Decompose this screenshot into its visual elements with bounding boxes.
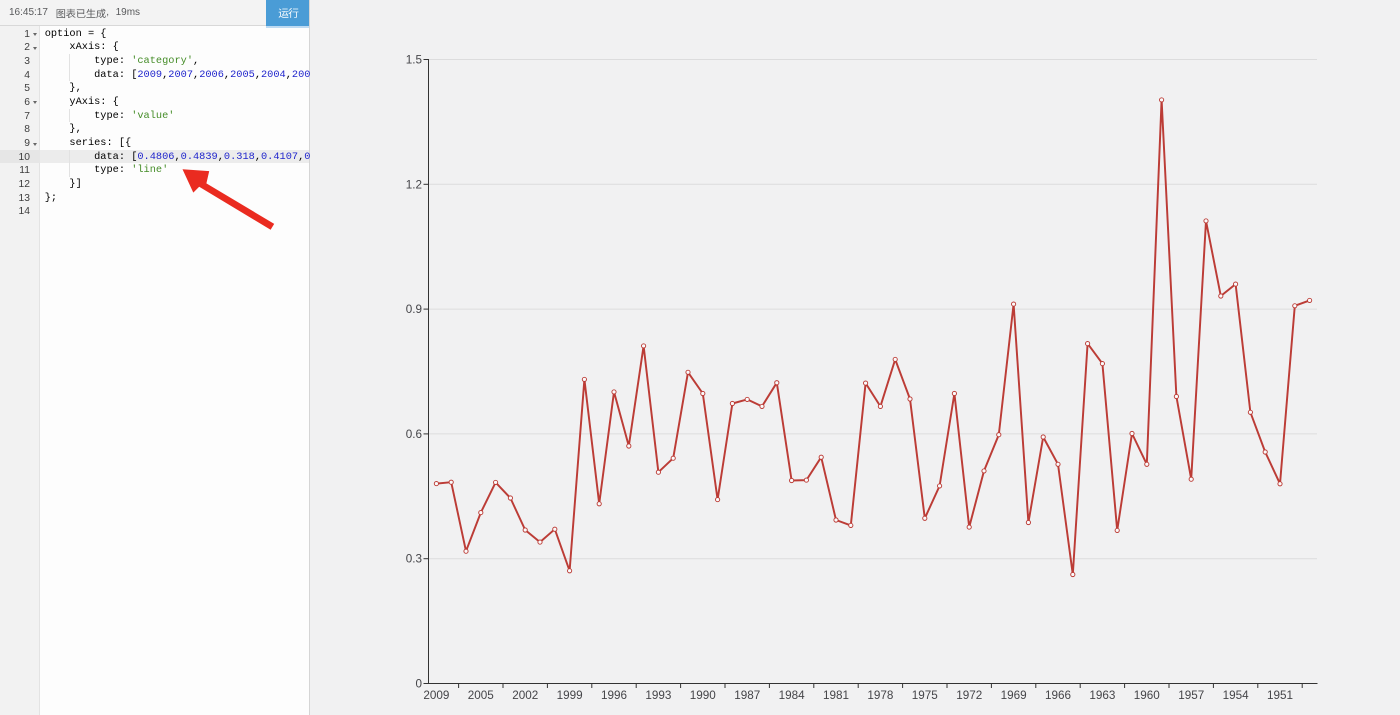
svg-text:1978: 1978 — [867, 689, 893, 702]
svg-text:1969: 1969 — [1001, 689, 1027, 702]
svg-text:2009: 2009 — [423, 689, 449, 702]
svg-text:1981: 1981 — [823, 689, 849, 702]
svg-text:0.6: 0.6 — [406, 428, 422, 441]
svg-text:0: 0 — [415, 678, 422, 691]
svg-text:1984: 1984 — [779, 689, 806, 702]
svg-text:1975: 1975 — [912, 689, 939, 702]
svg-text:1966: 1966 — [1045, 689, 1071, 702]
svg-text:2005: 2005 — [468, 689, 495, 702]
svg-text:1972: 1972 — [956, 689, 982, 702]
svg-text:2002: 2002 — [512, 689, 538, 702]
svg-text:1963: 1963 — [1089, 689, 1115, 702]
svg-text:1954: 1954 — [1223, 689, 1250, 702]
svg-text:1.5: 1.5 — [406, 54, 423, 67]
svg-text:1993: 1993 — [645, 689, 671, 702]
svg-text:1987: 1987 — [734, 689, 760, 702]
svg-text:0.9: 0.9 — [406, 303, 422, 316]
svg-text:1960: 1960 — [1134, 689, 1161, 702]
svg-text:1990: 1990 — [690, 689, 717, 702]
svg-text:1999: 1999 — [557, 689, 583, 702]
svg-text:1951: 1951 — [1267, 689, 1293, 702]
svg-text:1996: 1996 — [601, 689, 627, 702]
svg-text:1.2: 1.2 — [406, 178, 422, 191]
svg-text:1957: 1957 — [1178, 689, 1204, 702]
svg-text:0.3: 0.3 — [406, 553, 422, 566]
